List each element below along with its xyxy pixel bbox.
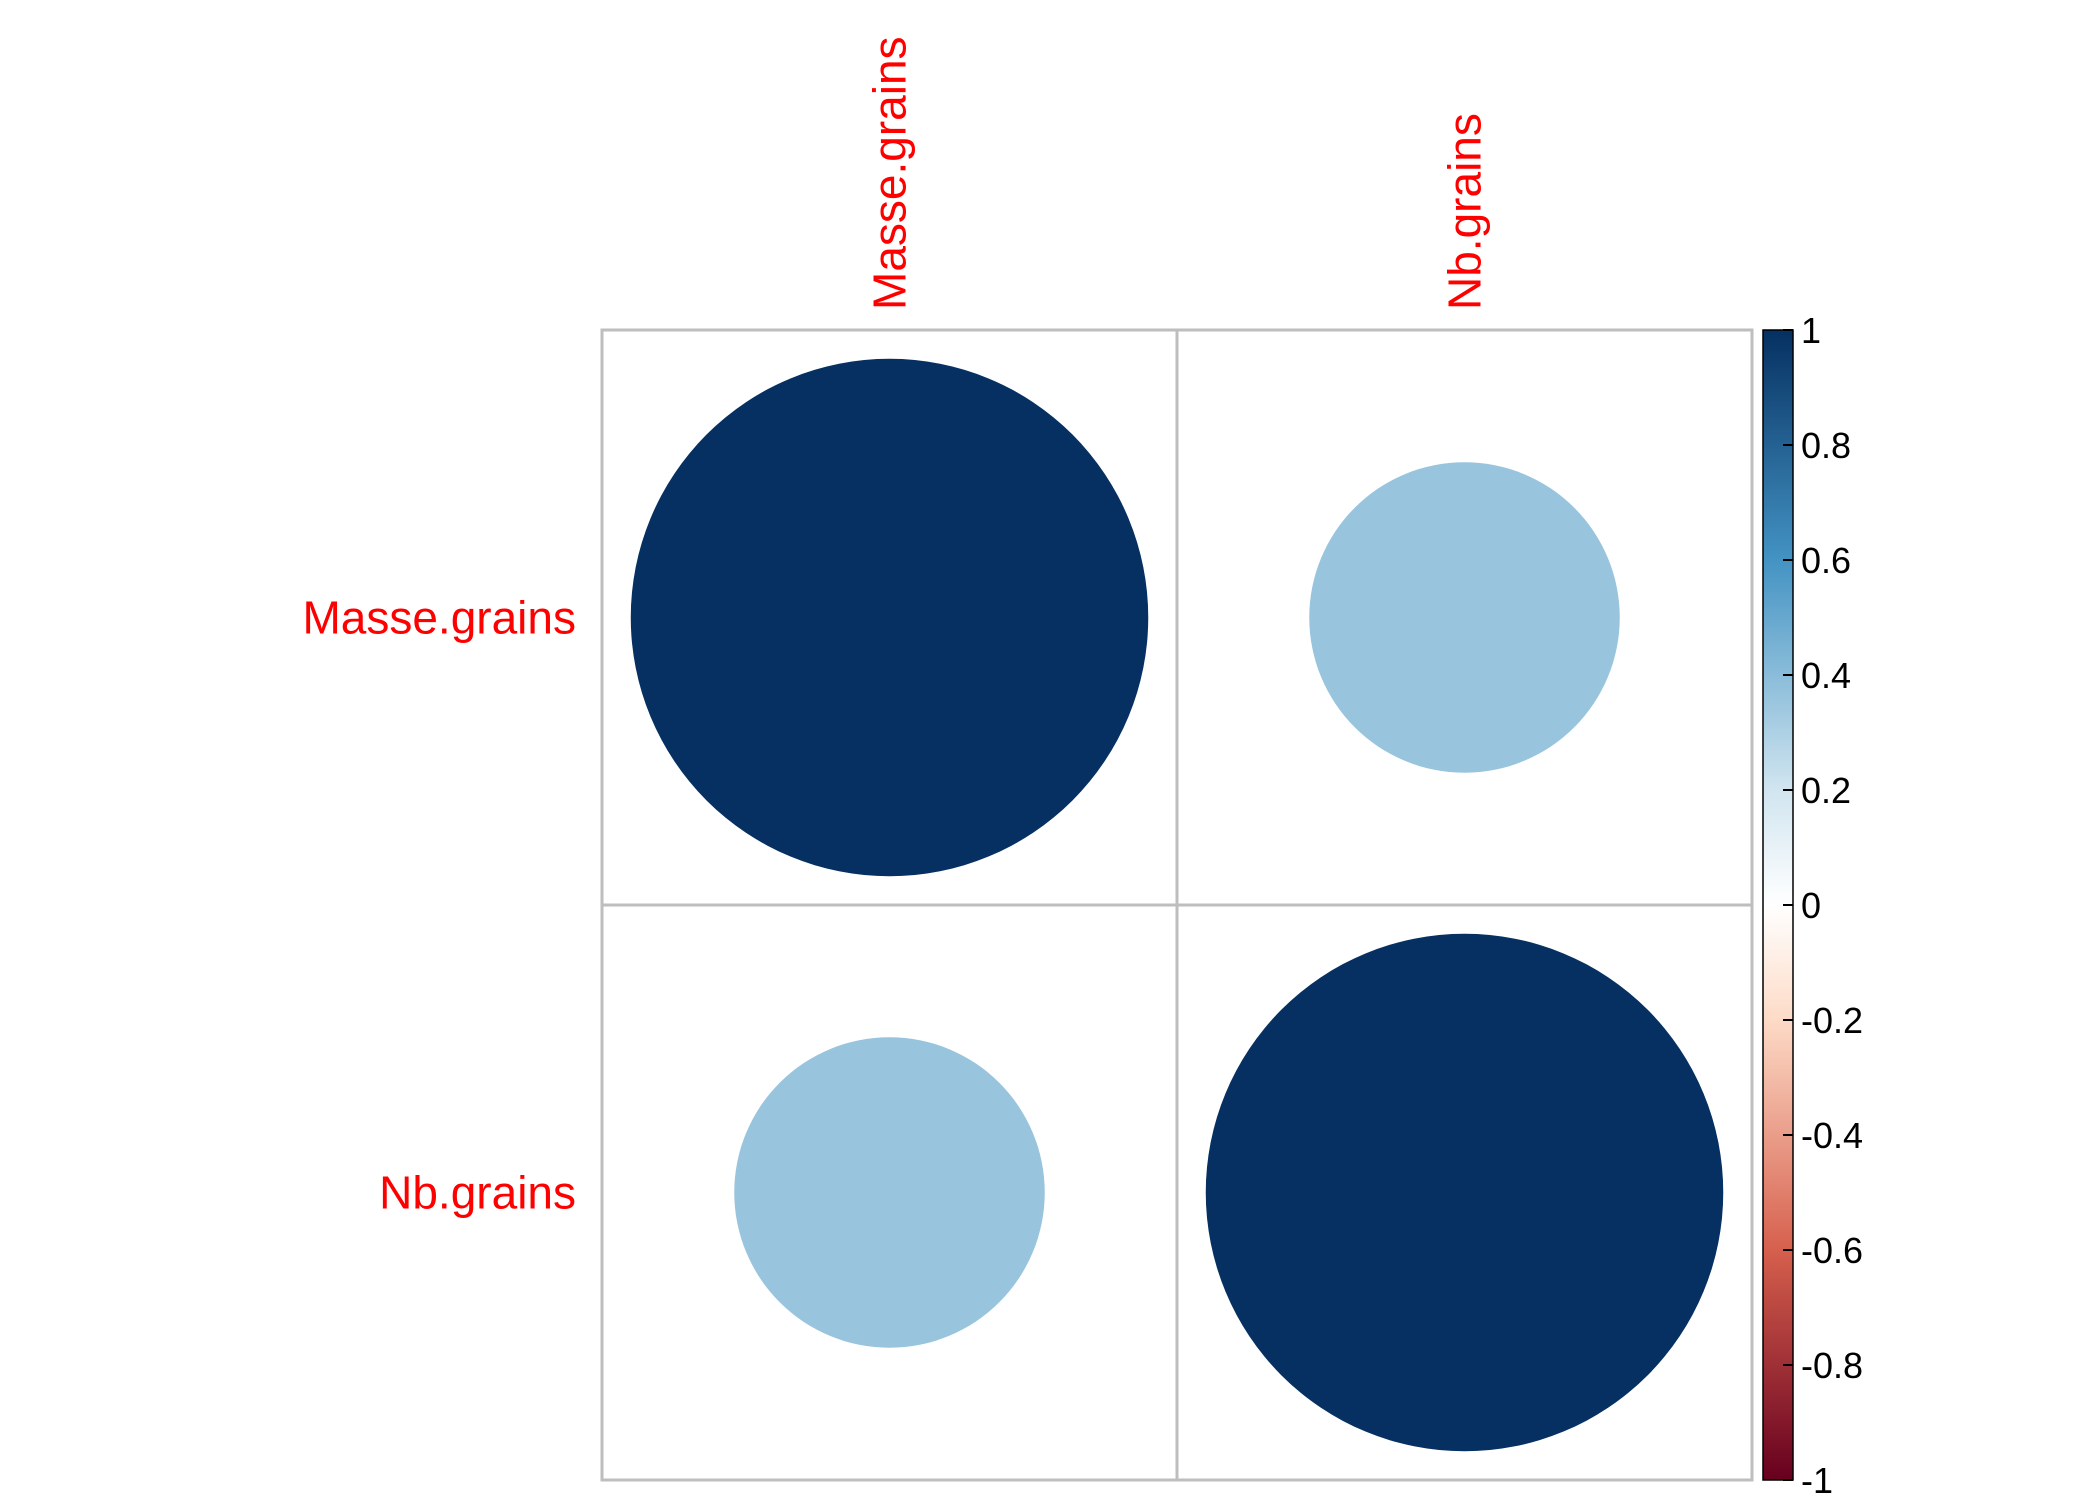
row-label: Masse.grains <box>302 592 576 644</box>
row-labels: Masse.grains Nb.grains <box>302 592 576 1219</box>
colorbar-legend: 1 0.8 0.6 0.4 0.2 0 -0.2 -0.4 -0.6 -0.8 -1 <box>1762 310 1863 1500</box>
column-label: Nb.grains <box>1439 113 1491 310</box>
column-labels: Masse.grains Nb.grains <box>864 36 1491 310</box>
correlation-circle <box>734 1037 1045 1348</box>
colorbar-tick-label: -0.4 <box>1801 1115 1863 1156</box>
colorbar-tick-label: -0.8 <box>1801 1345 1863 1386</box>
column-label: Masse.grains <box>864 36 916 310</box>
colorbar-tick-label: 1 <box>1801 310 1821 351</box>
colorbar-tick-label: 0.8 <box>1801 425 1851 466</box>
colorbar-tick-label: -0.2 <box>1801 1000 1863 1041</box>
row-label: Nb.grains <box>379 1167 576 1219</box>
colorbar-tick-label: -1 <box>1801 1460 1833 1500</box>
colorbar-tick-label: 0.6 <box>1801 540 1851 581</box>
correlation-circle <box>630 358 1149 877</box>
colorbar-tick-label: 0.2 <box>1801 770 1851 811</box>
correlation-circle <box>1309 462 1620 773</box>
colorbar-tick-label: -0.6 <box>1801 1230 1863 1271</box>
colorbar-tick-label: 0.4 <box>1801 655 1851 696</box>
correlation-circles <box>630 358 1724 1452</box>
colorbar-tick-label: 0 <box>1801 885 1821 926</box>
correlation-circle <box>1205 933 1724 1452</box>
